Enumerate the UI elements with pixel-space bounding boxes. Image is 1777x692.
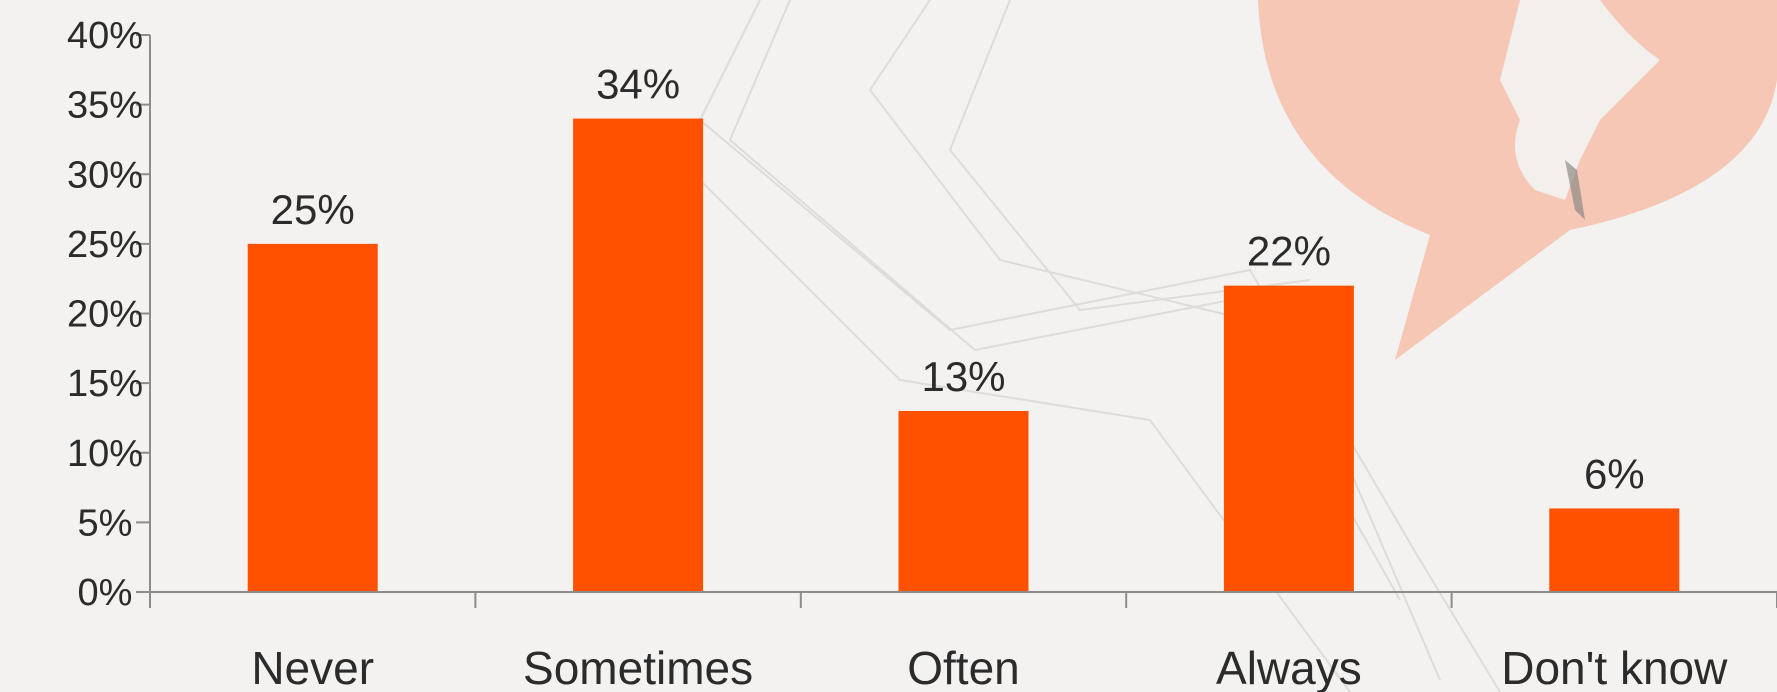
speech-bubble-silhouette-icon — [1258, 0, 1777, 360]
bar — [898, 410, 1029, 592]
bar — [1549, 508, 1680, 592]
bar-data-label: 22% — [1247, 228, 1331, 275]
y-tick-label: 20% — [67, 294, 143, 336]
x-category-label: Often — [907, 642, 1020, 692]
y-tick-label: 40% — [67, 15, 143, 57]
bar-data-label: 6% — [1584, 450, 1645, 497]
bar — [573, 118, 704, 593]
y-axis: 0% 5% 10% 15% 20% 25% 30% 35% 40% — [67, 15, 151, 614]
y-tick-label: 30% — [67, 154, 143, 196]
bar-data-label: 34% — [596, 61, 680, 108]
bars: 25% 34% 13% 22% 6% — [247, 61, 1680, 593]
y-tick-label: 15% — [67, 363, 143, 405]
bar-data-label: 25% — [271, 186, 355, 233]
bar — [1223, 285, 1354, 592]
y-tick-label: 5% — [78, 502, 133, 544]
bar — [247, 243, 378, 592]
x-category-label: Sometimes — [523, 642, 753, 692]
y-tick-label: 25% — [67, 224, 143, 266]
x-axis: Never Sometimes Often Always Don't know — [149, 591, 1777, 692]
x-category-label: Don't know — [1501, 642, 1728, 692]
y-tick-label: 10% — [67, 433, 143, 475]
bar-data-label: 13% — [921, 353, 1005, 400]
y-tick-label: 35% — [67, 85, 143, 127]
x-category-label: Always — [1216, 642, 1362, 692]
y-tick-label: 0% — [78, 572, 133, 614]
x-category-label: Never — [251, 642, 374, 692]
